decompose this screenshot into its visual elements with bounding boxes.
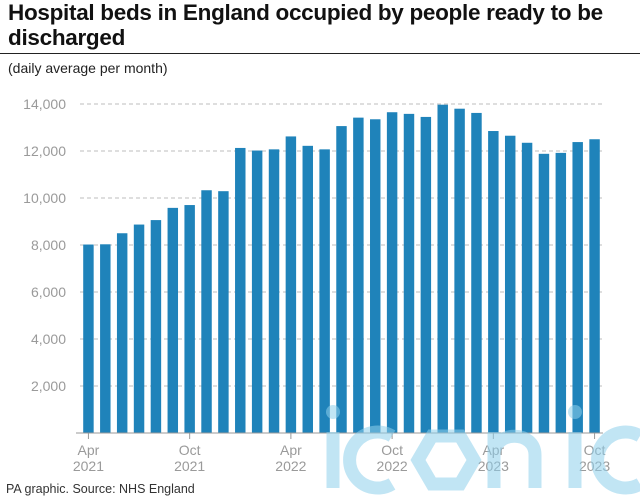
watermark-dot-i2 [568, 405, 582, 419]
bar [116, 233, 128, 433]
bar [555, 152, 567, 433]
chart-title: Hospital beds in England occupied by peo… [8, 0, 603, 50]
bar [336, 126, 347, 433]
bar [370, 119, 381, 434]
bar [235, 147, 246, 433]
y-tick-label: 4,000 [31, 331, 66, 347]
bar [572, 142, 583, 433]
bar [201, 190, 212, 433]
bar [218, 191, 229, 433]
bar [454, 108, 465, 433]
bar [538, 153, 550, 433]
bar [319, 149, 330, 434]
bar [302, 145, 313, 433]
x-tick-label-month: Apr [78, 442, 100, 458]
bar [589, 139, 600, 433]
bar [403, 113, 415, 434]
bar [268, 149, 280, 434]
watermark-stroke-n [487, 429, 542, 488]
watermark-stroke-c [343, 425, 396, 495]
y-tick-label: 6,000 [31, 284, 66, 300]
x-tick-label-month: Oct [381, 442, 403, 458]
chart-subtitle: (daily average per month) [8, 60, 168, 76]
watermark-dot-i [326, 405, 340, 419]
bar [437, 104, 448, 433]
watermark-stroke-c2 [591, 425, 640, 495]
bar [167, 207, 179, 433]
y-tick-label: 8,000 [31, 237, 66, 253]
x-tick-label-month: Oct [179, 442, 201, 458]
bar [133, 224, 145, 433]
y-tick-label: 10,000 [23, 190, 66, 206]
x-tick-label-month: Apr [280, 442, 302, 458]
title-divider [0, 53, 640, 54]
source-note: PA graphic. Source: NHS England [6, 482, 195, 496]
bar [488, 131, 499, 433]
x-tick-label-year: 2022 [377, 458, 408, 474]
bar [184, 205, 195, 433]
bar [521, 142, 533, 433]
bar [420, 116, 432, 434]
y-tick-label: 12,000 [23, 143, 66, 159]
x-tick-label-year: 2022 [275, 458, 306, 474]
bar [251, 150, 263, 433]
x-tick-label-year: 2021 [174, 458, 205, 474]
y-tick-label: 2,000 [31, 378, 66, 394]
bar [504, 135, 516, 433]
x-tick-label-year: 2021 [73, 458, 104, 474]
bar [386, 112, 398, 433]
bar [285, 136, 297, 433]
watermark-stroke-o [410, 429, 482, 491]
bar [83, 244, 94, 433]
bar [100, 244, 111, 433]
bar [353, 117, 364, 433]
bar [150, 220, 162, 433]
bar [471, 112, 482, 434]
y-tick-label: 14,000 [23, 96, 66, 112]
